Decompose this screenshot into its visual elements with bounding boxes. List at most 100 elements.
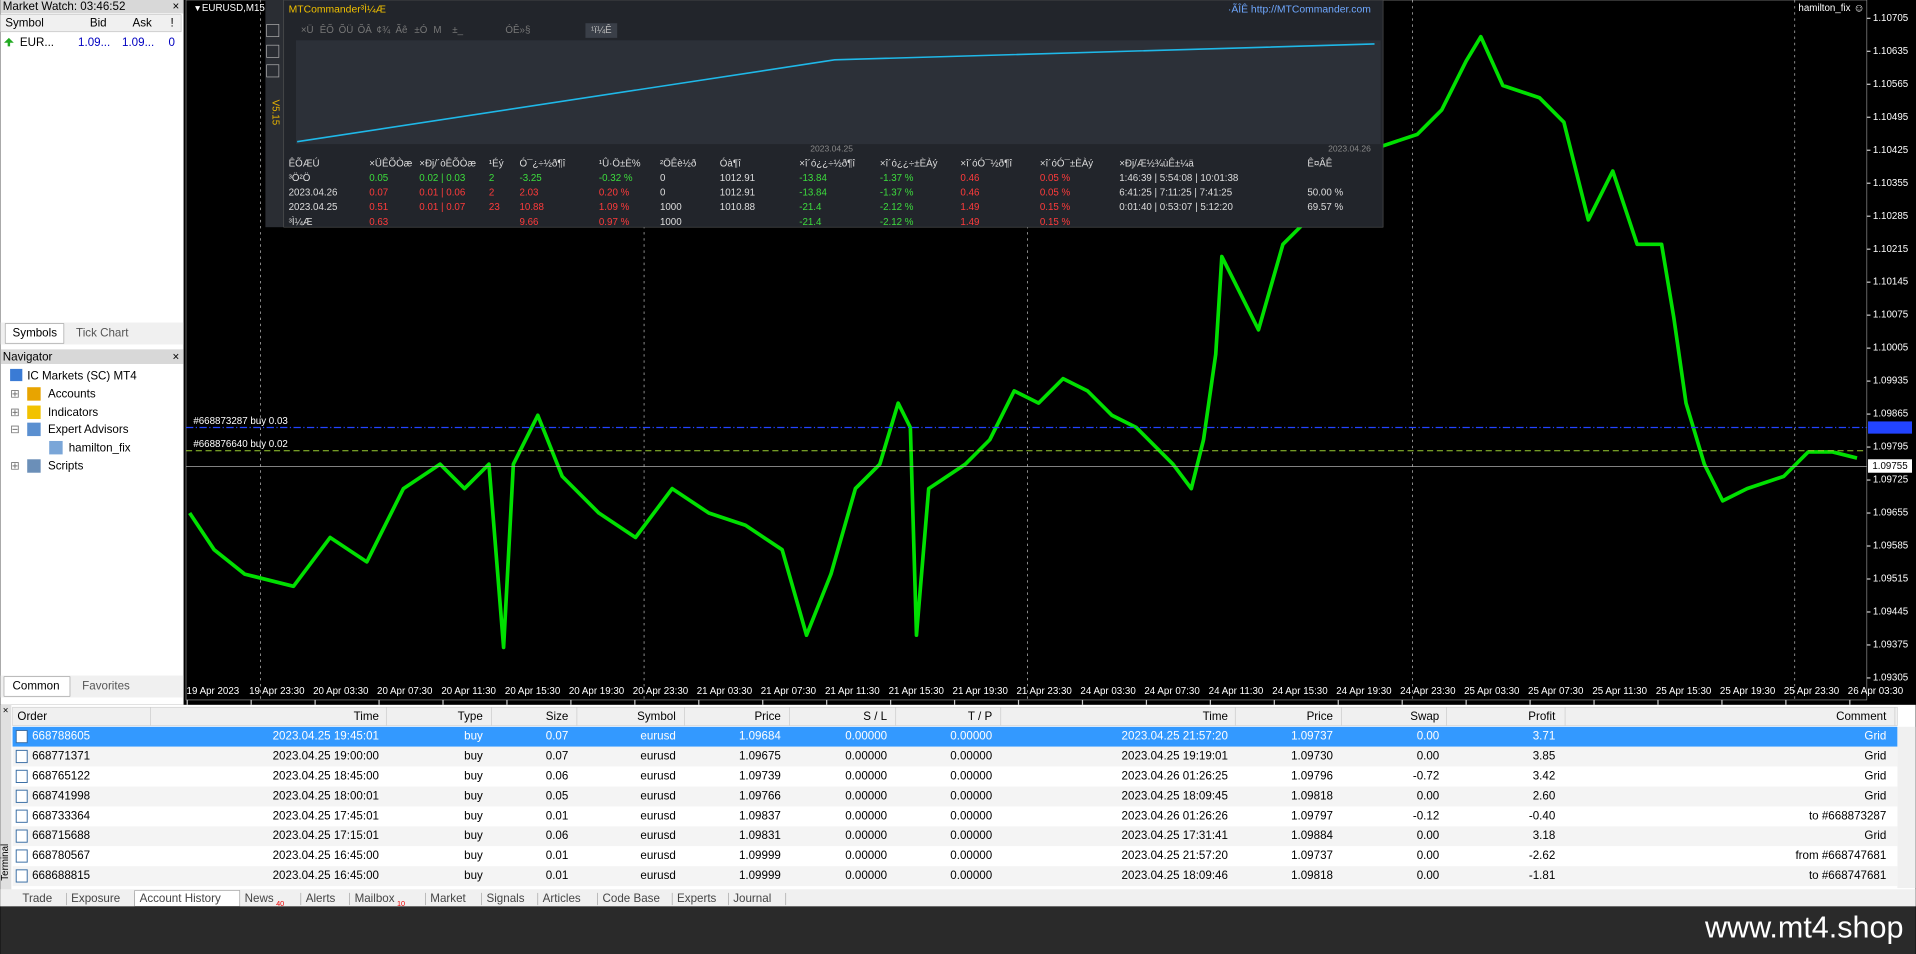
tab-label[interactable]: Favorites xyxy=(82,680,130,693)
tab-label[interactable]: Code Base xyxy=(603,892,660,905)
time-label: 25 Apr 07:30 xyxy=(1528,686,1584,697)
table-cell: eurusd xyxy=(640,789,675,802)
icon xyxy=(27,422,41,437)
column-header[interactable]: Profit xyxy=(1528,710,1556,723)
tab-label[interactable]: Articles xyxy=(543,892,581,905)
toolbar-button[interactable]: ÊÕ xyxy=(320,25,335,36)
expander[interactable]: ⊞ xyxy=(10,388,20,401)
market-watch-header xyxy=(0,14,182,33)
tab-label[interactable]: Trade xyxy=(22,892,52,905)
time-label: 21 Apr 07:30 xyxy=(761,686,817,697)
column-header[interactable]: Size xyxy=(546,710,569,723)
panel-cell: 1:46:39 | 5:54:08 | 10:01:38 xyxy=(1119,173,1238,184)
table-row[interactable] xyxy=(12,746,1898,767)
tab-label[interactable]: Alerts xyxy=(306,892,336,905)
column-header[interactable]: S / L xyxy=(863,710,887,723)
column-header[interactable]: Comment xyxy=(1836,710,1887,723)
expander[interactable]: ⊟ xyxy=(10,423,20,436)
market-watch-title: Market Watch: 03:46:52 xyxy=(3,0,126,13)
side-button[interactable] xyxy=(266,44,280,58)
tab-label[interactable]: Mailbox xyxy=(355,892,395,905)
column-header[interactable]: Symbol xyxy=(637,710,676,723)
tree-item[interactable]: Expert Advisors xyxy=(48,423,129,436)
panel-cell: 0.05 xyxy=(369,173,389,184)
tab-label[interactable]: Common xyxy=(13,680,60,693)
tree-item[interactable]: Scripts xyxy=(48,460,84,473)
tab-label[interactable]: Symbols xyxy=(13,327,58,340)
column-header[interactable]: Price xyxy=(1307,710,1333,723)
column-header[interactable]: Swap xyxy=(1410,710,1439,723)
panel-tab-label[interactable]: ¹ï¼Ê xyxy=(591,25,612,36)
tab[interactable] xyxy=(4,323,65,344)
panel-toolbar: ×Ü ÊÕ ÕÜ ÕÂ ¢¾ Ãê ±Ó M ±_ ÓÊ»§ xyxy=(301,25,531,36)
order-line-label: #668876640 buy 0.02 xyxy=(193,439,288,450)
table-cell: eurusd xyxy=(640,809,675,822)
panel-date: 2023.04.25 xyxy=(810,143,853,153)
toolbar-button[interactable]: ×Ü xyxy=(301,25,314,36)
panel-tab[interactable] xyxy=(585,23,618,38)
panel-link[interactable]: ·ÃÎÊ http://MTCommander.com xyxy=(1228,3,1371,16)
tab-label[interactable]: Market xyxy=(430,892,466,905)
tab-label[interactable]: Tick Chart xyxy=(76,327,129,340)
side-button[interactable] xyxy=(266,64,280,78)
table-cell: 1.09737 xyxy=(1291,730,1333,743)
tab-label[interactable]: Journal xyxy=(733,892,771,905)
panel-cell: 1.49 xyxy=(960,217,979,228)
close-icon[interactable]: × xyxy=(173,0,180,13)
table-cell: 0.00000 xyxy=(845,849,887,862)
column-header[interactable]: Time xyxy=(354,710,379,723)
panel-cell: 0 xyxy=(660,173,666,184)
table-row[interactable] xyxy=(12,786,1898,807)
toolbar-button[interactable]: ÓÊ»§ xyxy=(505,25,530,36)
price-label: 1.09725 xyxy=(1873,475,1909,486)
table-cell: buy xyxy=(464,730,483,743)
toolbar-button[interactable]: M xyxy=(433,25,441,36)
toolbar-button[interactable]: Ãê xyxy=(395,25,407,36)
tab-label[interactable]: Account History xyxy=(140,892,221,905)
toolbar-button[interactable]: ÕÜ xyxy=(339,25,354,36)
panel-header: Óà¶î xyxy=(720,158,741,169)
column-header[interactable]: Type xyxy=(458,710,483,723)
scrollbar[interactable] xyxy=(1897,726,1916,889)
price-label: 1.10565 xyxy=(1873,79,1909,90)
expander[interactable]: ⊞ xyxy=(10,406,20,419)
tree-item[interactable]: Accounts xyxy=(48,388,96,401)
toolbar-button[interactable]: ±Ó xyxy=(414,25,427,36)
table-cell: 668780567 xyxy=(32,849,90,862)
panel-cell: ³Ì¼Æ xyxy=(289,217,313,228)
table-row[interactable] xyxy=(12,826,1898,847)
tree-item[interactable]: hamilton_fix xyxy=(69,441,131,454)
side-button[interactable] xyxy=(266,24,280,38)
close-icon[interactable]: × xyxy=(3,705,9,716)
expander[interactable]: ⊞ xyxy=(10,460,20,473)
table-row[interactable] xyxy=(12,806,1898,827)
table-row[interactable] xyxy=(12,766,1898,787)
tab-label[interactable]: Signals xyxy=(486,892,524,905)
time-label: 24 Apr 03:30 xyxy=(1080,686,1136,697)
column-header[interactable]: Price xyxy=(754,710,780,723)
table-cell: 2023.04.26 01:26:26 xyxy=(1122,809,1228,822)
column-header[interactable]: Time xyxy=(1203,710,1228,723)
table-row[interactable] xyxy=(12,846,1898,867)
time-label: 25 Apr 15:30 xyxy=(1656,686,1712,697)
column-header[interactable]: Order xyxy=(17,710,47,723)
tab[interactable] xyxy=(3,676,71,697)
toolbar-button[interactable]: ±_ xyxy=(452,25,463,36)
chart-symbol: EURUSD,M15 xyxy=(202,3,266,14)
menu-arrow[interactable]: ▼ xyxy=(193,3,201,13)
panel-cell: 23 xyxy=(489,202,500,213)
close-icon[interactable]: × xyxy=(173,350,180,363)
column-header[interactable]: T / P xyxy=(968,710,993,723)
tree-item[interactable]: Indicators xyxy=(48,406,98,419)
smiley: ☺ xyxy=(1853,2,1864,14)
toolbar-button[interactable]: ¢¾ xyxy=(377,25,391,36)
tab-label[interactable]: Experts xyxy=(677,892,717,905)
tree-item[interactable]: IC Markets (SC) MT4 xyxy=(27,369,137,382)
tab-label[interactable]: News xyxy=(245,892,274,905)
table-row[interactable] xyxy=(12,726,1898,747)
table-row[interactable] xyxy=(12,866,1898,887)
time-label: 19 Apr 2023 xyxy=(187,686,240,697)
toolbar-button[interactable]: ÕÂ xyxy=(358,25,373,36)
tab-label[interactable]: Exposure xyxy=(71,892,120,905)
time-label: 20 Apr 07:30 xyxy=(377,686,433,697)
